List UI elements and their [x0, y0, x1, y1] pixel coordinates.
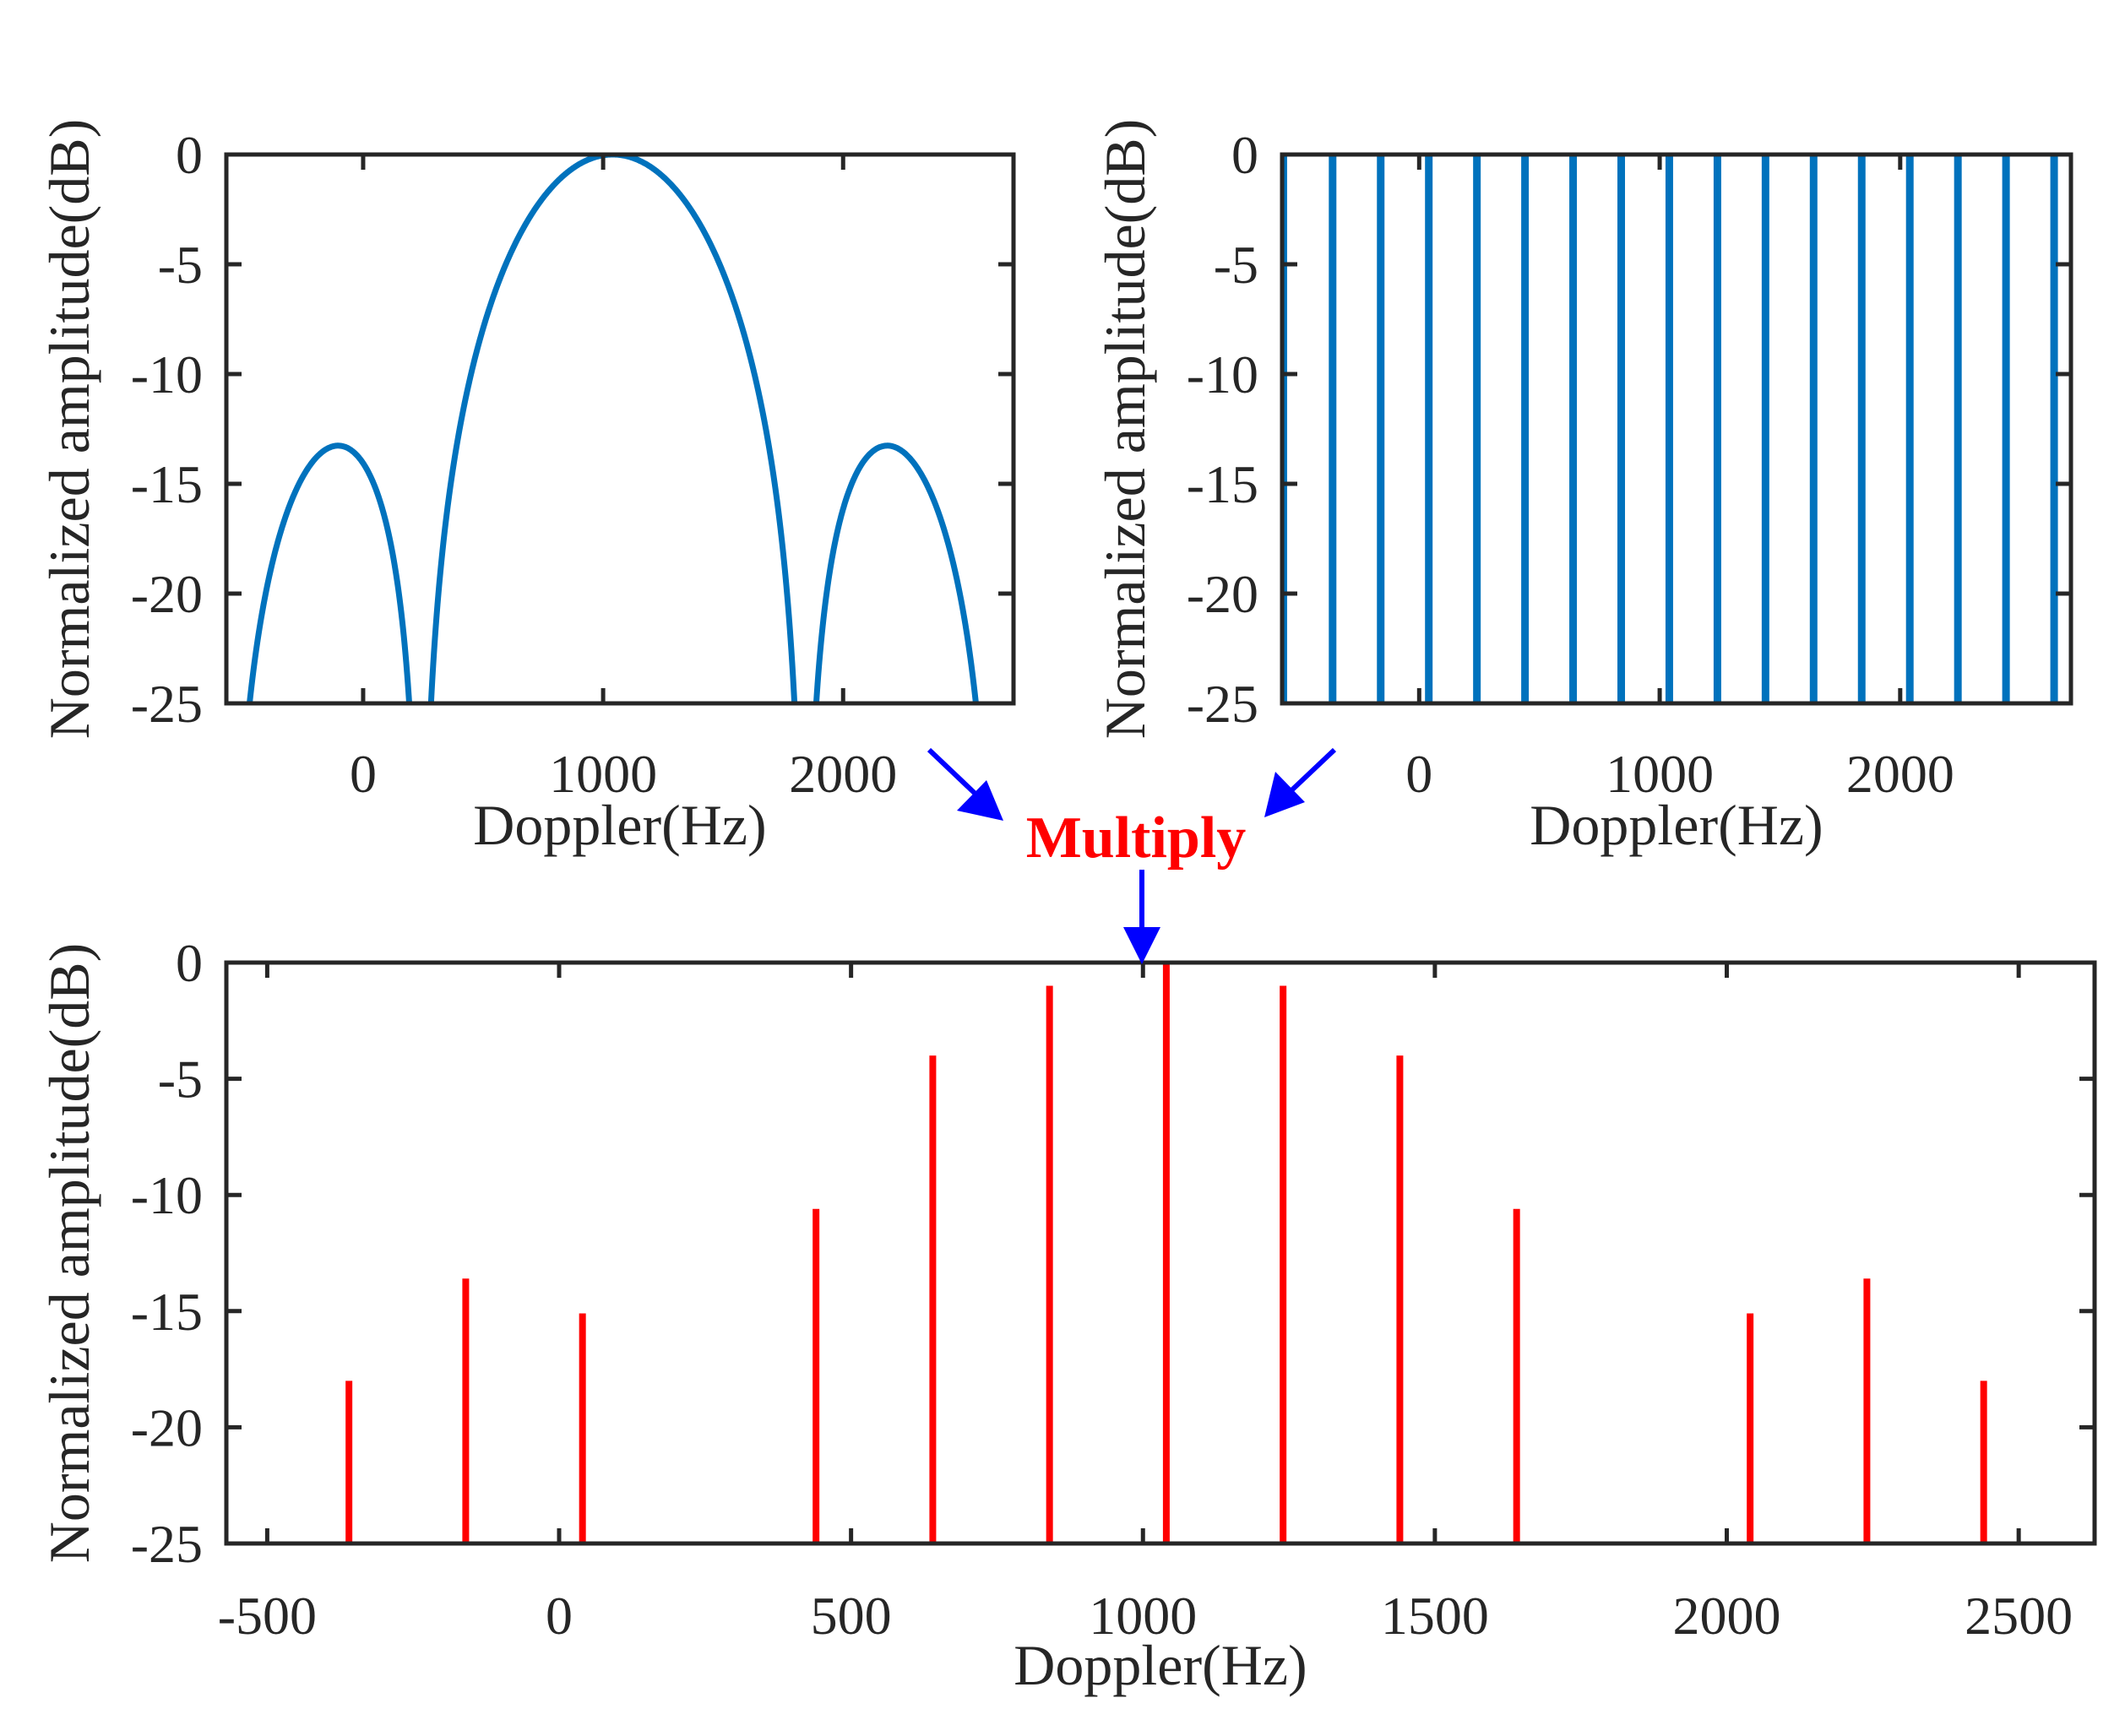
envelope-ylabel: Normalized amplitude(dB) [37, 119, 101, 740]
multiply-label: Multiply [1026, 806, 1247, 871]
envelope-xtick-label-0: 0 [350, 744, 377, 804]
product-xtick-label-0: -500 [218, 1586, 317, 1646]
envelope-marks [246, 155, 979, 703]
product-xtick-label-6: 2500 [1965, 1586, 2073, 1646]
left-arrow-shaft [927, 747, 982, 800]
envelope-lobe-2 [812, 442, 979, 703]
product-xtick-label-4: 1500 [1381, 1586, 1489, 1646]
envelope-lobe-0 [246, 442, 413, 703]
multiply-annotation: Multiply [927, 747, 1337, 964]
product-marks [345, 963, 1987, 1543]
envelope-ytick-label-5: -25 [131, 674, 203, 734]
comb-marks [1282, 155, 2058, 703]
product-xlabel: Doppler(Hz) [1014, 1633, 1307, 1697]
comb-axes-frame [1280, 152, 2073, 706]
comb-ytick-label-0: 0 [1231, 125, 1258, 185]
envelope-ytick-label-4: -20 [131, 564, 203, 624]
product-xtick-label-5: 2000 [1673, 1586, 1781, 1646]
product-xtick-label-1: 0 [546, 1586, 573, 1646]
product-xtick-label-3: 1000 [1089, 1586, 1197, 1646]
envelope-ytick-label-0: 0 [176, 125, 203, 185]
product-panel: 0 -5 -10 -15 -20 -25-500 0 500 1000 1500 2000 2500 D… [37, 933, 2097, 1697]
comb-ylabel: Normalized amplitude(dB) [1093, 119, 1157, 740]
comb-xtick-label-0: 0 [1405, 744, 1432, 804]
product-ylabel: Normalized amplitude(dB) [37, 943, 101, 1564]
comb-ytick-label-5: -25 [1187, 674, 1258, 734]
right-arrow-shaft [1285, 747, 1337, 796]
product-ytick-label-3: -15 [131, 1282, 203, 1342]
envelope-ytick-label-2: -10 [131, 344, 203, 404]
envelope-xtick-label-2: 2000 [789, 744, 897, 804]
comb-ytick-label-2: -10 [1187, 344, 1258, 404]
right-arrow-head [1264, 772, 1305, 817]
comb-xtick-label-1: 1000 [1606, 744, 1714, 804]
comb-panel: 0 -5 -10 -15 -20 -25 0 1000 2000 Doppler(Hz) Norma… [1093, 119, 2073, 857]
product-axes-frame [224, 960, 2097, 1546]
left-arrow-head [957, 780, 1003, 821]
envelope-xtick-label-1: 1000 [549, 744, 657, 804]
envelope-ytick-label-1: -5 [158, 235, 203, 295]
comb-xlabel: Doppler(Hz) [1530, 793, 1823, 857]
envelope-ytick-label-3: -15 [131, 454, 203, 514]
product-ytick-label-5: -25 [131, 1514, 203, 1574]
envelope-axes-frame [224, 152, 1016, 706]
product-ytick-label-0: 0 [176, 933, 203, 993]
comb-xtick-label-2: 2000 [1846, 744, 1954, 804]
product-ytick-label-1: -5 [158, 1050, 203, 1109]
comb-ytick-label-1: -5 [1214, 235, 1258, 295]
product-ytick-label-4: -20 [131, 1397, 203, 1457]
envelope-lobe-1 [427, 155, 798, 703]
product-xtick-label-2: 500 [811, 1586, 892, 1646]
comb-ytick-label-4: -20 [1187, 564, 1258, 624]
comb-ytick-label-3: -15 [1187, 454, 1258, 514]
down-arrow-head [1123, 927, 1160, 964]
product-ytick-label-2: -10 [131, 1165, 203, 1225]
envelope-panel: 0 -5 -10 -15 -20 -25 0 1000 2000 Doppler(Hz) Norma… [37, 119, 1016, 857]
envelope-xlabel: Doppler(Hz) [473, 793, 766, 857]
